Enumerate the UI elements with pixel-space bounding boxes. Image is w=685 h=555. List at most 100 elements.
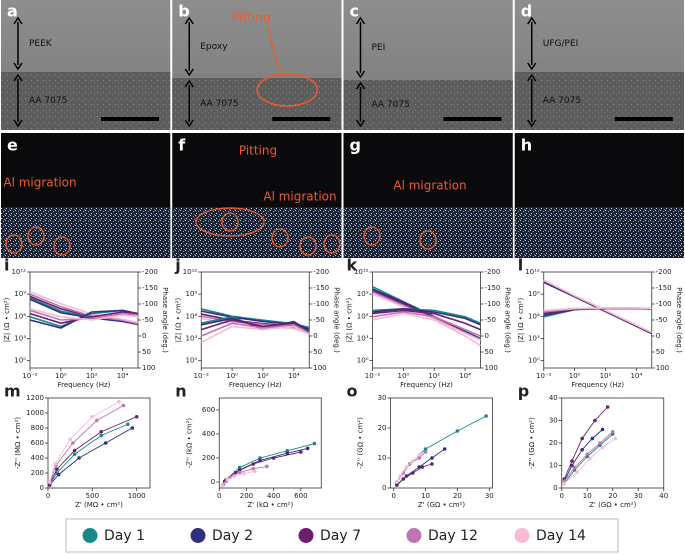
y-tick-label: 10⁹ — [186, 290, 198, 298]
layer-label: AA 7075 — [200, 99, 238, 109]
x-tick-label: 600 — [294, 492, 307, 500]
y2-tick-label: -100 — [142, 300, 158, 308]
migration-ring — [323, 234, 341, 254]
y2-tick-label: -150 — [656, 284, 672, 292]
y-tick-label: 10 — [378, 454, 387, 462]
data-point — [600, 427, 605, 432]
panel-label: n — [175, 382, 186, 401]
y-axis-label: -Z'' (MΩ • cm²) — [14, 417, 22, 470]
arrow-head — [355, 81, 366, 128]
scale-bar — [272, 117, 331, 121]
y-axis-label: -Z'' (GΩ • cm²) — [357, 417, 365, 469]
bode-curve — [29, 309, 139, 329]
x-tick-label: 40 — [659, 492, 668, 500]
eds-metal — [343, 207, 513, 258]
y-tick-label: 10³ — [528, 334, 540, 342]
migration-ring — [53, 236, 71, 256]
y2-tick-label: -150 — [485, 284, 501, 292]
panel-label: p — [518, 382, 529, 401]
layer-label: PEEK — [29, 39, 53, 49]
data-point — [99, 433, 104, 438]
y-tick-label: 10⁰ — [14, 357, 26, 365]
y-tick-label: 10³ — [14, 334, 26, 342]
y-axis-label: |Z| (Ω • cm²) — [3, 297, 11, 342]
data-point — [56, 472, 61, 477]
layer-label: PEI — [372, 43, 386, 53]
y2-tick-label: 50 — [142, 348, 151, 356]
y-tick-label: 10³ — [357, 334, 369, 342]
data-point — [312, 441, 317, 446]
x-tick-label: 10⁻² — [536, 372, 552, 380]
data-point — [395, 483, 399, 487]
x-tick-label: 0 — [217, 492, 221, 500]
migration-ring — [299, 236, 317, 256]
x-axis-label: Frequency (Hz) — [229, 381, 282, 389]
y-axis-label: |Z| (Ω • cm²) — [517, 297, 525, 342]
eds-metal — [172, 207, 342, 258]
eds-metal — [1, 207, 171, 258]
arrow-head — [527, 73, 537, 128]
arrow-head — [184, 79, 194, 128]
annotation: Al migration — [263, 190, 336, 204]
data-point — [130, 426, 135, 430]
panel-label: o — [347, 382, 358, 401]
y-tick-label: 0 — [553, 484, 557, 492]
y2-axis-label: Phase angle (deg.) — [504, 287, 512, 353]
data-point — [423, 450, 428, 454]
legend-swatch — [82, 528, 98, 543]
y-tick-label: 1200 — [26, 394, 44, 402]
bode-curve — [29, 309, 139, 321]
y2-tick-label: 50 — [485, 348, 494, 356]
panel-label: j — [174, 256, 180, 275]
bode-curve — [372, 309, 481, 331]
y2-tick-label: 100 — [485, 364, 498, 372]
x-tick-label: 400 — [267, 492, 280, 500]
scale-bar — [443, 117, 502, 121]
y-tick-label: 40 — [549, 394, 558, 402]
legend-label: Day 2 — [212, 528, 253, 544]
x-tick-label: 10⁻² — [194, 372, 210, 380]
migration-ring — [221, 212, 239, 232]
x-tick-label: 10 — [583, 492, 592, 500]
data-point — [121, 403, 126, 408]
x-tick-label: 1000 — [128, 492, 146, 500]
y2-tick-label: 100 — [142, 364, 155, 372]
data-point — [411, 471, 415, 475]
y-tick-label: 10⁶ — [357, 312, 369, 320]
bode-curve — [372, 312, 481, 347]
y-tick-label: 600 — [31, 439, 44, 447]
y2-tick-label: 50 — [313, 348, 322, 356]
data-point — [117, 399, 121, 404]
plot-frame — [218, 397, 322, 489]
x-tick-label: 30 — [634, 492, 643, 500]
x-axis-label: Z' (GΩ • cm²) — [589, 501, 637, 509]
plot-frame — [390, 397, 493, 489]
x-axis-label: Z' (GΩ • cm²) — [418, 501, 466, 509]
data-point — [72, 452, 77, 457]
y-tick-label: 10¹² — [183, 268, 198, 276]
x-tick-label: 10⁰ — [226, 372, 238, 380]
data-point — [570, 463, 574, 468]
y-tick-label: 10⁹ — [14, 290, 26, 298]
x-tick-label: 10⁰ — [55, 372, 67, 380]
y-tick-label: 10⁶ — [186, 312, 198, 320]
annotation: Al migration — [393, 179, 466, 193]
data-point — [47, 480, 52, 484]
y-tick-label: 30 — [378, 394, 387, 402]
y-tick-label: 30 — [549, 417, 558, 425]
panel-label: m — [4, 382, 21, 401]
x-axis-label: Frequency (Hz) — [58, 381, 111, 389]
data-point — [430, 456, 434, 460]
data-point — [77, 456, 81, 460]
legend-swatch — [406, 528, 422, 543]
migration-ring — [363, 226, 381, 246]
y-tick-label: 0 — [40, 484, 44, 492]
y-tick-label: 800 — [31, 424, 44, 432]
data-point — [233, 470, 238, 475]
legend-label: Day 14 — [536, 528, 586, 544]
data-point — [610, 429, 615, 434]
x-tick-label: 10² — [257, 372, 269, 380]
data-point — [580, 447, 584, 452]
data-point — [572, 465, 577, 470]
x-tick-label: 200 — [240, 492, 253, 500]
